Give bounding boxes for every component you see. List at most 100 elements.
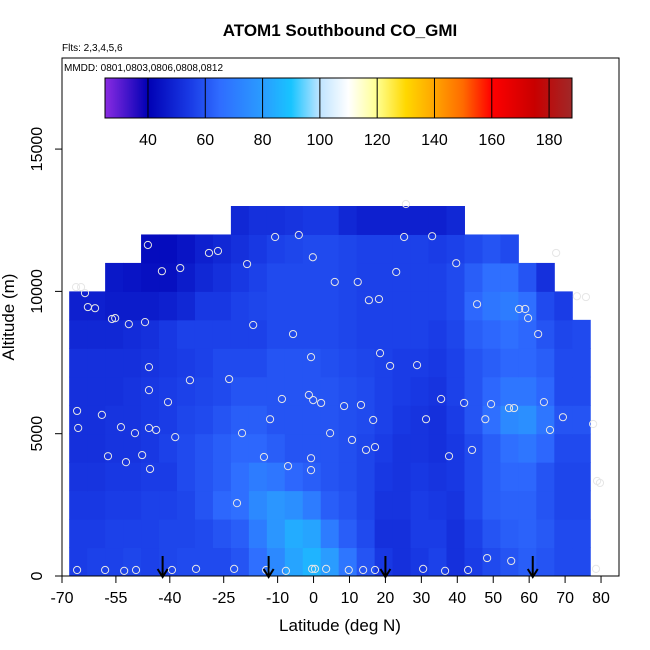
- heatmap-cell: [302, 405, 322, 435]
- heatmap-cell: [141, 348, 160, 378]
- heatmap-cell: [266, 319, 286, 349]
- heatmap-cell: [518, 376, 537, 406]
- observation-point: [428, 232, 437, 241]
- x-tick-label: -25: [212, 590, 235, 607]
- observation-point: [572, 292, 582, 301]
- heatmap-cell: [392, 405, 412, 435]
- heatmap-cell: [248, 206, 268, 235]
- heatmap-cell: [374, 462, 394, 492]
- y-tick-label: 10000: [29, 269, 46, 314]
- heatmap-cell: [141, 405, 160, 435]
- heatmap-cell: [536, 348, 555, 378]
- heatmap-cell: [428, 490, 448, 520]
- heatmap-cell: [194, 519, 214, 549]
- heatmap-cell: [123, 462, 142, 492]
- observation-point: [131, 565, 141, 575]
- heatmap-cell: [230, 291, 250, 321]
- heatmap-cell: [356, 262, 376, 292]
- heatmap-cell: [338, 262, 358, 292]
- heatmap-cell: [356, 376, 376, 406]
- observation-point: [504, 403, 514, 413]
- heatmap-cell: [554, 490, 573, 520]
- observation-point: [213, 246, 223, 256]
- heatmap-cell: [266, 348, 286, 378]
- heatmap-cell: [554, 462, 573, 492]
- heatmap-cell: [482, 490, 501, 520]
- heatmap-cell: [302, 319, 322, 349]
- heatmap-cell: [284, 547, 304, 576]
- heatmap-cell: [536, 291, 555, 321]
- heatmap-cell: [536, 519, 555, 549]
- observation-point: [514, 304, 524, 314]
- heatmap-cell: [464, 319, 483, 349]
- heatmap-cell: [212, 547, 232, 576]
- heatmap-cell: [69, 462, 88, 492]
- heatmap-cell: [320, 547, 340, 576]
- observation-point: [74, 423, 83, 433]
- observation-point: [347, 435, 357, 445]
- heatmap-cell: [141, 262, 160, 292]
- heatmap-cell: [410, 547, 430, 576]
- heatmap-cell: [87, 405, 106, 435]
- heatmap-cell: [446, 490, 465, 520]
- observation-point: [249, 320, 258, 330]
- heatmap-cell: [536, 319, 555, 349]
- observation-point: [440, 566, 450, 575]
- heatmap-cell: [284, 376, 304, 406]
- observation-point: [309, 396, 318, 405]
- observation-point: [308, 253, 317, 262]
- observation-point: [401, 199, 411, 209]
- heatmap-cell: [338, 206, 358, 235]
- heatmap-cell: [176, 348, 196, 378]
- heatmap-cell: [194, 234, 214, 264]
- heatmap-cell: [230, 376, 250, 406]
- heatmap-cell: [141, 462, 160, 492]
- heatmap-cell: [392, 319, 412, 349]
- observation-point: [232, 499, 242, 508]
- heatmap-cell: [69, 405, 88, 435]
- heatmap-cell: [482, 433, 501, 463]
- heatmap-cell: [320, 348, 340, 378]
- heatmap-cell: [374, 547, 394, 576]
- observation-point: [534, 329, 543, 339]
- heatmap-cell: [446, 405, 465, 435]
- observation-point: [124, 320, 133, 329]
- x-tick-label: 10: [341, 590, 359, 607]
- observation-point: [71, 283, 81, 292]
- observation-point: [356, 400, 366, 410]
- heatmap-cell: [284, 519, 304, 549]
- heatmap-cell: [482, 462, 501, 492]
- observation-point: [452, 259, 461, 268]
- heatmap-cell: [338, 234, 358, 264]
- heatmap-cell: [284, 262, 304, 292]
- heatmap-cell: [266, 206, 286, 235]
- heatmap-cell: [266, 405, 286, 435]
- heatmap-cell: [284, 490, 304, 520]
- heatmap-cell: [410, 234, 430, 264]
- heatmap-cell: [428, 262, 448, 292]
- observation-point: [270, 232, 280, 242]
- colorbar-tick-label: 140: [421, 132, 448, 149]
- observation-point: [277, 394, 287, 404]
- heatmap-cell: [500, 376, 519, 406]
- heatmap-cell: [230, 462, 250, 492]
- heatmap-cell: [159, 547, 178, 576]
- heatmap-cell: [518, 262, 537, 292]
- observation-point: [361, 445, 371, 455]
- observation-point: [76, 283, 86, 292]
- heatmap-cell: [338, 348, 358, 378]
- heatmap-cell: [464, 547, 483, 576]
- heatmap-cell: [69, 519, 88, 549]
- colorbar-tick-label: 160: [478, 132, 505, 149]
- heatmap-cell: [69, 348, 88, 378]
- heatmap-cell: [518, 462, 537, 492]
- observation-point: [306, 454, 316, 463]
- x-tick-label: 20: [377, 590, 395, 607]
- heatmap-cell: [392, 262, 412, 292]
- heatmap-cell: [554, 405, 573, 435]
- observation-point: [230, 564, 239, 573]
- heatmap-cell: [123, 433, 142, 463]
- observation-point: [144, 423, 154, 433]
- heatmap-cell: [500, 291, 519, 321]
- heatmap-cell: [248, 433, 268, 463]
